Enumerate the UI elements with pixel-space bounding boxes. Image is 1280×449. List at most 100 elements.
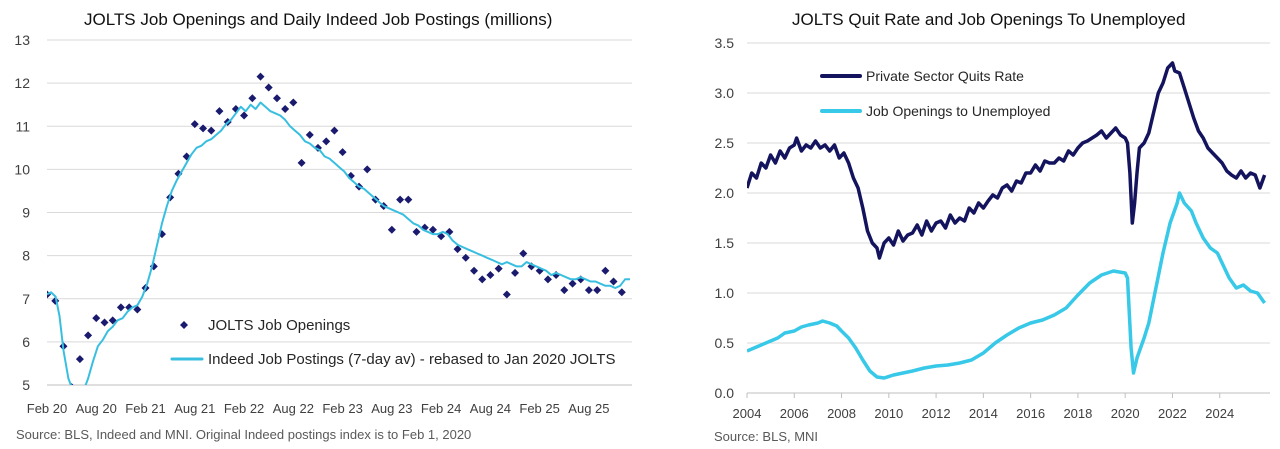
jolts-openings-point	[396, 195, 405, 204]
y-tick-label: 13	[14, 32, 30, 48]
y-tick-label: 2.0	[715, 185, 735, 201]
x-tick-label: Feb 25	[519, 401, 559, 416]
x-tick-label: Aug 20	[76, 401, 117, 416]
jolts-openings-point	[470, 266, 479, 275]
jolts-openings-point	[453, 245, 462, 254]
y-tick-label: 1.5	[715, 235, 735, 251]
jolts-openings-point	[281, 105, 290, 113]
jolts-openings-point	[617, 288, 626, 297]
jolts-openings-point	[543, 275, 552, 284]
x-tick-label: Aug 24	[470, 401, 511, 416]
y-tick-label: 8	[22, 248, 30, 264]
x-tick-label: 2022	[1158, 406, 1187, 421]
x-tick-label: 2010	[874, 406, 903, 421]
jolts-openings-point	[199, 124, 208, 133]
legend-label: Job Openings to Unemployed	[866, 103, 1050, 119]
x-tick-label: Aug 23	[371, 401, 412, 416]
y-tick-label: 6	[22, 334, 30, 350]
jolts-openings-point	[601, 266, 610, 275]
jolts-openings-point	[289, 98, 298, 107]
x-tick-label: 2004	[733, 406, 762, 421]
plot-area	[47, 72, 630, 385]
x-tick-label: Feb 21	[125, 401, 165, 416]
legend-marker	[180, 321, 188, 329]
jolts-openings-point	[609, 277, 618, 286]
jolts-openings-point	[338, 148, 347, 157]
y-tick-label: 3.0	[715, 85, 735, 101]
jolts-openings-point	[330, 126, 339, 135]
right-chart-title: JOLTS Quit Rate and Job Openings To Unem…	[792, 10, 1186, 29]
x-tick-label: Aug 21	[174, 401, 215, 416]
jolts-openings-point	[494, 264, 503, 273]
jolts-openings-point	[272, 94, 281, 103]
x-tick-label: Aug 25	[568, 401, 609, 416]
x-tick-label: 2014	[969, 406, 998, 421]
jolts-openings-point	[428, 225, 437, 234]
left-chart-title: JOLTS Job Openings and Daily Indeed Job …	[84, 10, 553, 29]
jolts-openings-point	[100, 318, 109, 327]
x-tick-label: 2016	[1016, 406, 1045, 421]
left-chart-source: Source: BLS, Indeed and MNI. Original In…	[16, 427, 472, 442]
jolts-openings-point	[461, 253, 470, 262]
y-tick-label: 3.5	[715, 35, 735, 51]
y-tick-label: 12	[14, 75, 30, 91]
jolts-openings-point	[584, 286, 593, 295]
jolts-openings-point	[207, 126, 216, 135]
legend-label: JOLTS Job Openings	[208, 317, 350, 334]
jolts-openings-point	[568, 279, 577, 288]
jolts-openings-point	[215, 107, 224, 116]
jolts-openings-point	[84, 331, 93, 340]
jolts-openings-point	[519, 249, 528, 258]
jolts-openings-point	[363, 165, 372, 174]
x-tick-label: Feb 22	[224, 401, 264, 416]
right-chart-panel: JOLTS Quit Rate and Job Openings To Unem…	[652, 0, 1280, 449]
jolts-openings-point	[593, 286, 602, 295]
x-tick-label: 2006	[780, 406, 809, 421]
y-tick-label: 11	[15, 118, 30, 134]
jolts-openings-point	[297, 158, 306, 167]
jolts-openings-point	[264, 83, 273, 92]
jolts-openings-point	[248, 94, 257, 103]
jolts-openings-point	[256, 72, 265, 81]
x-tick-label: 2008	[827, 406, 856, 421]
legend-label: Indeed Job Postings (7-day av) - rebased…	[208, 351, 615, 368]
jolts-openings-point	[412, 227, 421, 236]
y-tick-label: 9	[22, 205, 30, 221]
plot-area	[747, 61, 1267, 380]
x-tick-label: 2018	[1063, 406, 1092, 421]
left-chart-panel: JOLTS Job Openings and Daily Indeed Job …	[14, 10, 632, 442]
x-tick-label: Aug 22	[273, 401, 314, 416]
jolts-openings-point	[75, 355, 84, 364]
jolts-openings-point	[322, 137, 331, 146]
y-tick-label: 7	[22, 291, 30, 307]
x-tick-label: Feb 23	[322, 401, 362, 416]
x-tick-label: Feb 20	[27, 401, 67, 416]
right-chart-source: Source: BLS, MNI	[714, 429, 819, 444]
jolts-openings-point	[133, 305, 142, 314]
jolts-openings-point	[387, 225, 396, 234]
legend-label: Private Sector Quits Rate	[866, 68, 1024, 84]
jolts-openings-point	[560, 286, 569, 295]
y-tick-label: 10	[14, 161, 30, 177]
jolts-openings-point	[47, 290, 51, 299]
x-tick-label: 2012	[922, 406, 951, 421]
jolts-openings-point	[502, 290, 511, 299]
jolts-openings-point	[486, 271, 495, 280]
jolts-openings-point	[404, 195, 413, 204]
y-tick-label: 5	[22, 377, 30, 393]
y-tick-label: 0.5	[715, 335, 735, 351]
jolts-openings-point	[305, 130, 314, 139]
y-tick-label: 0.0	[715, 385, 735, 401]
jolts-openings-point	[511, 268, 520, 277]
x-tick-label: 2020	[1111, 406, 1140, 421]
left-chart-plot: 5 6 7 8 9 10 11 12 13 Feb 20 Aug 20 Feb 21 Aug 21 Feb…	[14, 32, 632, 416]
x-tick-label: Feb 24	[421, 401, 461, 416]
x-tick-label: 2024	[1205, 406, 1234, 421]
y-tick-label: 1.0	[715, 285, 735, 301]
jolts-openings-point	[116, 303, 125, 312]
jolts-openings-point	[240, 111, 249, 120]
jolts-openings-point	[478, 275, 487, 284]
right-chart-plot: 0.0 0.5 1.0 1.5 2.0 2.5 3.0 3.5 2004 2006 2008 2010…	[715, 35, 1270, 421]
jolts-openings-point	[92, 314, 101, 323]
jolts-openings-point	[108, 316, 117, 325]
